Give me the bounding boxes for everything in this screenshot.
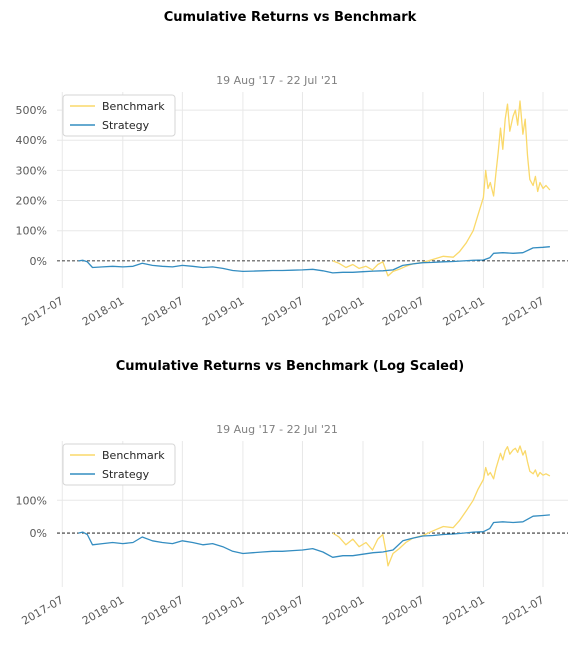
chart-cumulative-returns: Cumulative Returns vs Benchmark 19 Aug '… bbox=[16, 10, 568, 329]
strategy-line bbox=[78, 514, 550, 558]
legend-strategy-label: Strategy bbox=[102, 119, 150, 132]
y-tick-label: 200% bbox=[16, 195, 47, 208]
y-tick-label: 500% bbox=[16, 104, 47, 117]
x-tick-label: 2018-07 bbox=[140, 593, 186, 627]
series-group bbox=[78, 445, 551, 567]
series-group bbox=[78, 100, 551, 277]
x-tick-label: 2018-01 bbox=[80, 294, 126, 328]
legend: Benchmark Strategy bbox=[62, 94, 176, 137]
y-axis: 0% 100% bbox=[16, 494, 47, 540]
chart-subtitle: 19 Aug '17 - 22 Jul '21 bbox=[216, 423, 338, 436]
x-tick-label: 2021-01 bbox=[441, 593, 487, 627]
strategy-line bbox=[78, 246, 550, 274]
x-tick-label: 2018-01 bbox=[80, 593, 126, 627]
chart-title: Cumulative Returns vs Benchmark (Log Sca… bbox=[116, 359, 464, 374]
y-tick-label: 400% bbox=[16, 134, 47, 147]
x-tick-label: 2017-07 bbox=[19, 294, 65, 328]
x-tick-label: 2020-07 bbox=[380, 294, 426, 328]
chart-title: Cumulative Returns vs Benchmark bbox=[164, 10, 417, 25]
x-axis: 2017-07 2018-01 2018-07 2019-01 2019-07 2020-… bbox=[19, 593, 546, 627]
chart-cumulative-returns-log: Cumulative Returns vs Benchmark (Log Sca… bbox=[16, 359, 568, 628]
x-tick-label: 2019-07 bbox=[260, 593, 306, 627]
x-tick-label: 2021-01 bbox=[441, 294, 487, 328]
legend-strategy-label: Strategy bbox=[102, 468, 150, 481]
x-tick-label: 2021-07 bbox=[500, 294, 546, 328]
x-tick-label: 2019-07 bbox=[260, 294, 306, 328]
x-tick-label: 2020-07 bbox=[380, 593, 426, 627]
benchmark-line bbox=[332, 445, 551, 567]
y-tick-label: 0% bbox=[30, 255, 47, 268]
x-tick-label: 2020-01 bbox=[320, 593, 366, 627]
y-tick-label: 300% bbox=[16, 164, 47, 177]
chart-subtitle: 19 Aug '17 - 22 Jul '21 bbox=[216, 74, 338, 87]
legend-benchmark-label: Benchmark bbox=[102, 449, 165, 462]
y-axis: 0% 100% 200% 300% 400% 500% bbox=[16, 104, 47, 268]
x-tick-label: 2019-01 bbox=[200, 294, 246, 328]
legend-benchmark-label: Benchmark bbox=[102, 100, 165, 113]
x-tick-label: 2019-01 bbox=[200, 593, 246, 627]
y-tick-label: 100% bbox=[16, 494, 47, 507]
y-tick-label: 100% bbox=[16, 225, 47, 238]
x-tick-label: 2020-01 bbox=[320, 294, 366, 328]
benchmark-line bbox=[332, 100, 551, 277]
x-tick-label: 2021-07 bbox=[500, 593, 546, 627]
legend: Benchmark Strategy bbox=[62, 443, 176, 486]
x-axis: 2017-07 2018-01 2018-07 2019-01 2019-07 2020-… bbox=[19, 294, 546, 328]
y-tick-label: 0% bbox=[30, 527, 47, 540]
x-tick-label: 2018-07 bbox=[140, 294, 186, 328]
x-tick-label: 2017-07 bbox=[19, 593, 65, 627]
